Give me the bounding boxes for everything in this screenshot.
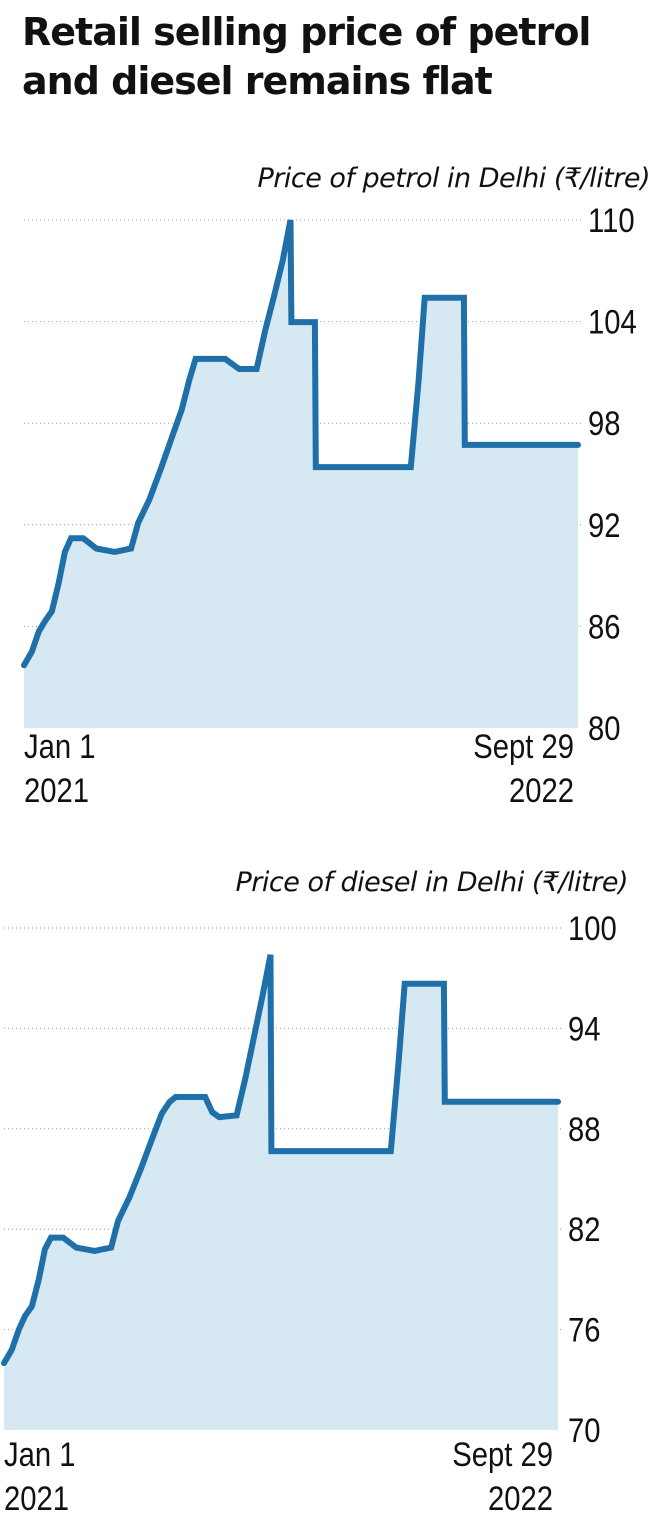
petrol-price-area xyxy=(24,220,578,728)
diesel-y-tick-label: 94 xyxy=(568,1009,601,1048)
diesel-y-tick-label: 82 xyxy=(568,1210,601,1249)
petrol-price-chart: 80 86 92 98 104 110 Jan 1 2021 Sept 29 2022 xyxy=(21,201,637,810)
diesel-price-chart: 70 76 82 88 94 100 Jan 1 2021 Sept 29 2022 xyxy=(1,909,617,1518)
petrol-y-tick-label: 80 xyxy=(588,709,621,748)
diesel-x-tick-label: 2022 xyxy=(488,1479,553,1518)
petrol-y-tick-label: 98 xyxy=(588,404,621,443)
petrol-y-tick-label: 110 xyxy=(588,201,635,240)
diesel-y-tick-label: 70 xyxy=(568,1411,601,1450)
petrol-x-tick-label: Sept 29 xyxy=(473,727,574,766)
diesel-x-tick-label: Sept 29 xyxy=(452,1435,553,1474)
diesel-y-tick-label: 76 xyxy=(568,1311,601,1350)
petrol-x-tick-label: 2021 xyxy=(24,771,89,810)
petrol-x-tick-label: Jan 1 xyxy=(24,727,95,766)
diesel-price-line xyxy=(1,954,561,1367)
diesel-y-tick-label: 88 xyxy=(568,1110,601,1149)
petrol-x-tick-label: 2022 xyxy=(509,771,574,810)
diesel-x-tick-label: 2021 xyxy=(4,1479,69,1518)
page-title: Retail selling price of petrol and diese… xyxy=(22,10,591,103)
petrol-y-tick-label: 86 xyxy=(588,607,621,646)
petrol-chart-title: Price of petrol in Delhi (₹/litre) xyxy=(257,163,650,194)
petrol-y-tick-label: 104 xyxy=(588,303,637,342)
petrol-price-line xyxy=(21,219,581,669)
diesel-chart-title: Price of diesel in Delhi (₹/litre) xyxy=(235,867,629,898)
diesel-price-area xyxy=(4,954,558,1430)
petrol-y-tick-label: 92 xyxy=(588,506,621,545)
diesel-y-tick-label: 100 xyxy=(568,909,617,948)
diesel-x-tick-label: Jan 1 xyxy=(4,1435,75,1474)
